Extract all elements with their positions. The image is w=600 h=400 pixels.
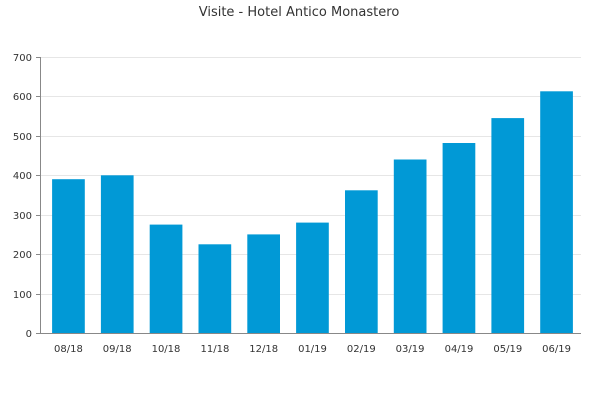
x-tick-label: 01/19 [298,344,327,355]
bar-12-18 [247,234,280,333]
y-axis-ticks: 0 100 200 300 400 500 600 700 [13,53,40,340]
bar-09-18 [100,175,134,333]
bar-02-19 [345,190,378,333]
axes [40,57,581,334]
y-tick-label: 700 [13,53,32,64]
x-tick-label: 12/18 [249,344,278,355]
y-tick-label: 500 [13,132,32,143]
x-tick-label: 09/18 [103,344,132,355]
bar-10-18 [149,224,183,333]
bar-06-19 [540,91,573,333]
y-tick-label: 200 [13,250,32,261]
x-tick-label: 08/18 [54,344,83,355]
bar-03-19 [393,159,427,333]
x-tick-label: 03/19 [396,344,425,355]
bar-01-19 [296,222,329,333]
x-tick-label: 05/19 [493,344,522,355]
bar-11-18 [198,244,232,333]
bars [52,91,573,333]
y-tick-label: 300 [13,211,32,222]
x-tick-label: 06/19 [542,344,571,355]
x-axis-ticks: 08/18 09/18 10/18 11/18 12/18 01/19 02/19 03/19… [54,344,571,355]
y-tick-label: 400 [13,171,32,182]
bar-08-18 [52,179,85,333]
x-tick-label: 04/19 [445,344,474,355]
x-tick-label: 10/18 [152,344,181,355]
y-tick-label: 100 [13,290,32,301]
x-tick-label: 02/19 [347,344,376,355]
x-tick-label: 11/18 [200,344,229,355]
bar-05-19 [491,118,525,333]
chart-title: Visite - Hotel Antico Monastero [199,5,400,20]
y-tick-label: 0 [26,329,32,340]
bar-04-19 [442,143,476,333]
y-tick-label: 600 [13,92,32,103]
